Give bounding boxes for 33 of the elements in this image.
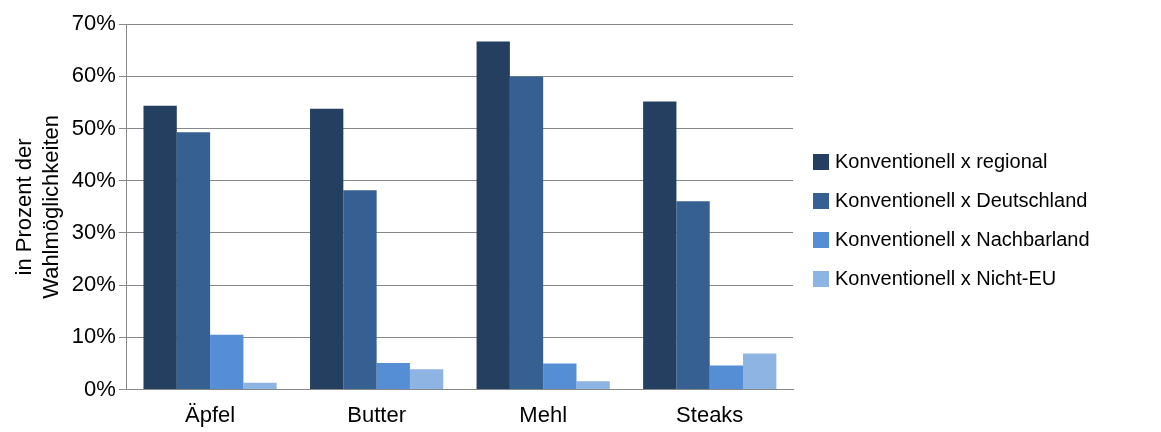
y-tick-label: 40% <box>71 166 116 192</box>
x-tick-label: Mehl <box>519 401 568 427</box>
legend-label: Konventionell x Deutschland <box>835 189 1088 212</box>
y-tick-label: 20% <box>71 271 116 297</box>
y-tick-label: 30% <box>71 219 116 245</box>
y-tick-label: 0% <box>84 375 116 401</box>
bar <box>743 353 777 390</box>
y-axis-title: in Prozent der Wahlmöglichkeiten <box>11 114 63 299</box>
x-tick-label: Steaks <box>676 401 744 427</box>
y-tick-label: 70% <box>71 10 116 36</box>
legend-label: Konventionell x Nicht-EU <box>835 267 1057 290</box>
bar <box>143 105 177 390</box>
legend-label: Konventionell x Nachbarland <box>835 228 1090 251</box>
bar <box>643 101 677 390</box>
bar <box>210 334 244 390</box>
bar <box>376 362 410 390</box>
bar <box>243 382 277 390</box>
bar <box>709 365 744 390</box>
bar <box>176 132 211 390</box>
x-tick-label: Äpfel <box>185 401 236 427</box>
legend-label: Konventionell x regional <box>835 150 1048 173</box>
bar <box>343 190 377 390</box>
bar <box>576 381 610 390</box>
y-tick-label: 10% <box>71 323 116 349</box>
y-tick-label: 60% <box>71 62 116 88</box>
x-tick-label: Butter <box>347 401 406 427</box>
bar <box>509 76 544 390</box>
bar <box>676 201 710 390</box>
bar <box>543 363 577 390</box>
y-tick-label: 50% <box>71 114 116 140</box>
bar <box>310 108 344 390</box>
bar <box>476 41 510 390</box>
bar <box>409 369 444 390</box>
